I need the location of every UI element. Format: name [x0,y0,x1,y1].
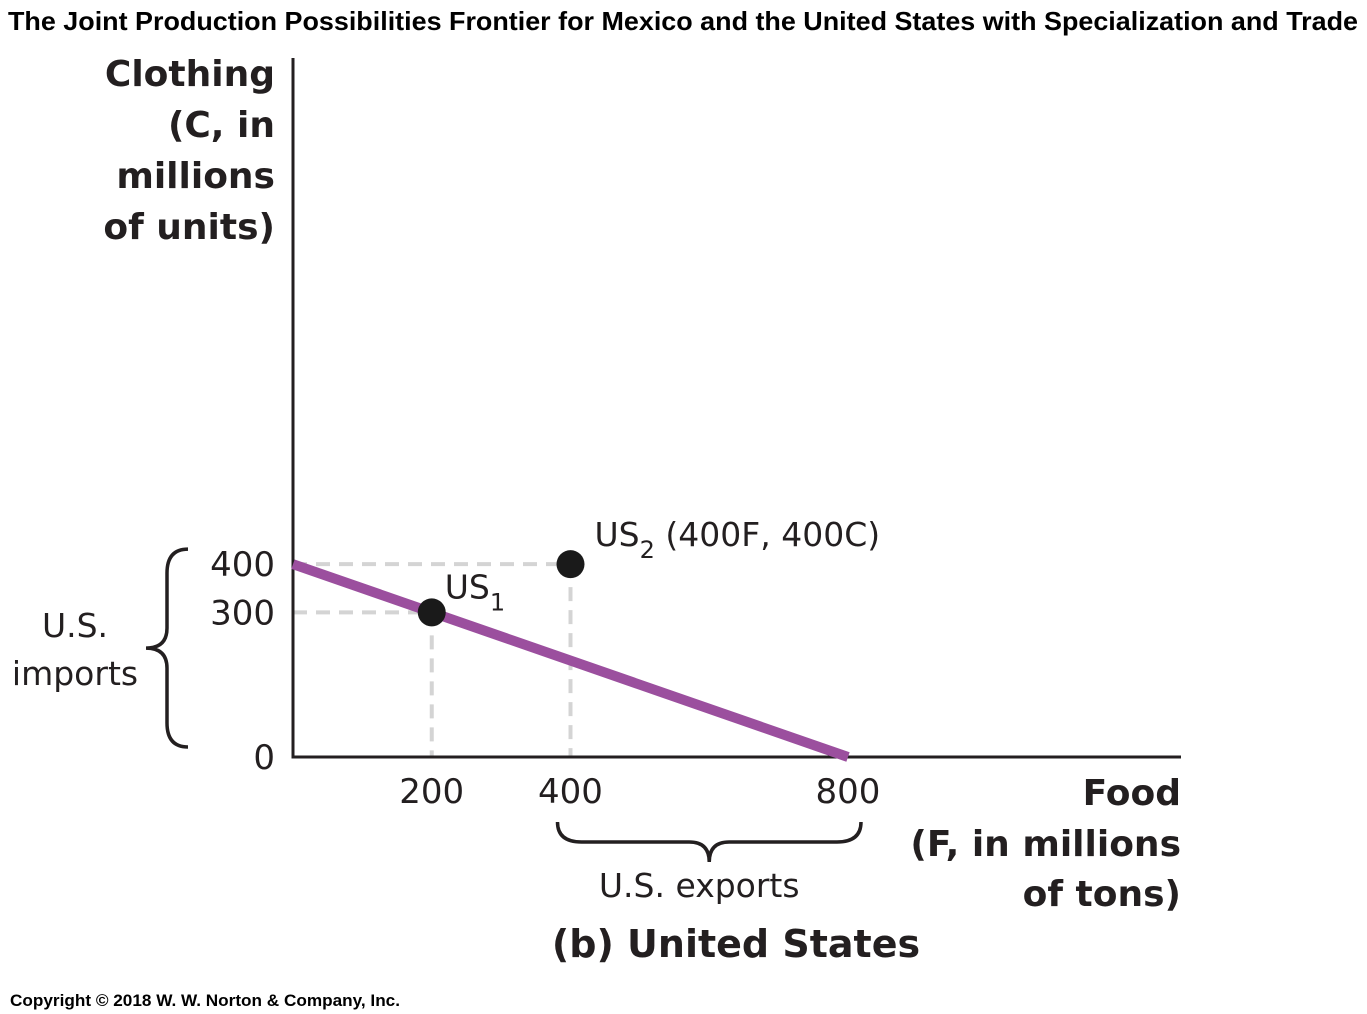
frontier-line [291,559,850,762]
brace-label-exports-0: U.S. exports [599,866,800,905]
brace-label-imports-0: U.S. [42,606,108,645]
panel-label: (b) United States [552,922,920,966]
x-axis-title: Food (F, in millions of tons) [910,773,1181,915]
point-US1 [417,598,446,627]
braces: U.S. imports U.S. exports [12,547,863,905]
x-axis-title-line-2: (F, in millions [910,824,1181,865]
y-tick-label-0: 0 [253,738,275,778]
y-axis-title-line-2: (C, in [168,105,275,146]
y-tick-label-300: 300 [210,593,275,633]
y-axis-title-line-4: of units) [103,207,275,248]
point-label-US1: US1 [445,567,505,616]
x-tick-label-400: 400 [538,772,603,812]
point-US2 [556,550,585,579]
y-axis-title-line-3: millions [116,156,275,197]
axes [291,58,1181,759]
brace-imports [145,547,189,749]
y-tick-label-400: 400 [210,545,275,585]
y-axis-title-line-1: Clothing [105,54,275,95]
point-label-US2: US2 (400F, 400C) [595,515,881,564]
x-tick-label-800: 800 [816,772,881,812]
x-tick-label-200: 200 [399,772,464,812]
page-title: The Joint Production Possibilities Front… [8,6,1358,36]
guide-lines [293,562,573,757]
x-axis-title-line-1: Food [1083,773,1181,814]
data-points: US1 US2 (400F, 400C) [417,515,881,627]
tick-labels: 200 400 800 0 300 400 [210,545,880,812]
copyright-notice: Copyright © 2018 W. W. Norton & Company,… [10,991,400,1010]
y-axis-title: Clothing (C, in millions of units) [103,54,275,248]
x-axis-title-line-3: of tons) [1023,874,1181,915]
brace-label-imports-1: imports [12,654,138,693]
frontier [291,559,850,762]
brace-exports [555,821,863,863]
